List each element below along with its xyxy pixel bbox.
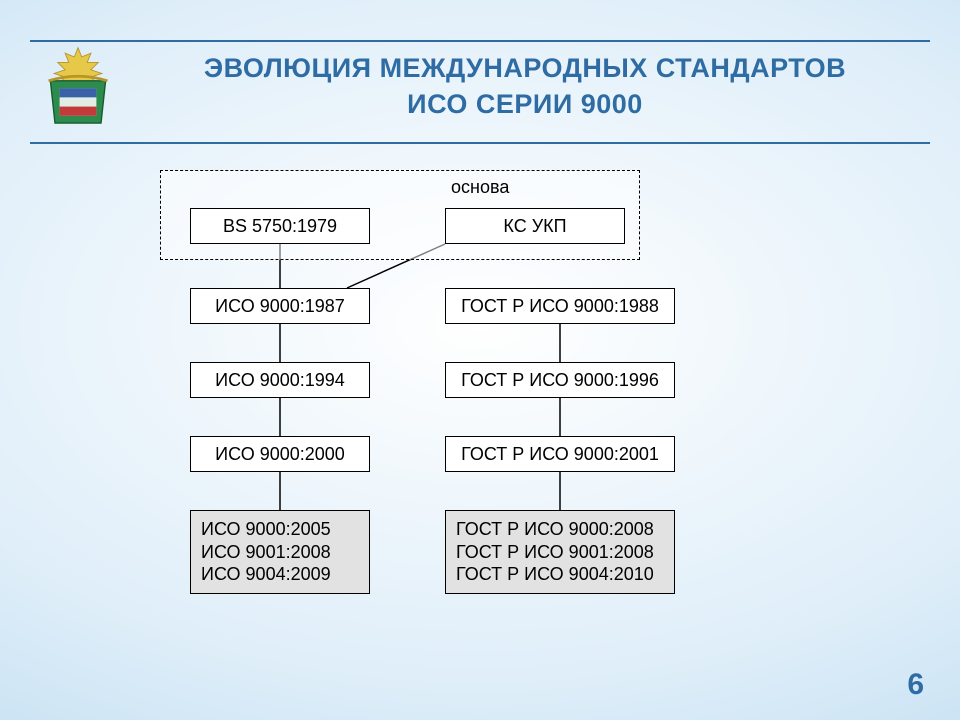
title-line-2: ИСО СЕРИИ 9000 xyxy=(407,89,643,119)
node-text: ГОСТ Р ИСО 9004:2010 xyxy=(456,563,654,586)
node-ksukp: КС УКП xyxy=(445,208,625,244)
node-text: ИСО 9004:2009 xyxy=(201,563,331,586)
node-gost1996: ГОСТ Р ИСО 9000:1996 xyxy=(445,362,675,398)
rule-bottom xyxy=(30,142,930,144)
node-bs5750: BS 5750:1979 xyxy=(190,208,370,244)
node-text: ИСО 9000:1994 xyxy=(215,369,345,392)
node-text: ГОСТ Р ИСО 9000:1996 xyxy=(461,369,659,392)
node-gost2001: ГОСТ Р ИСО 9000:2001 xyxy=(445,436,675,472)
node-gost1988: ГОСТ Р ИСО 9000:1988 xyxy=(445,288,675,324)
slide: ЭВОЛЮЦИЯ МЕЖДУНАРОДНЫХ СТАНДАРТОВ ИСО СЕ… xyxy=(0,0,960,720)
node-iso2000: ИСО 9000:2000 xyxy=(190,436,370,472)
group-basis-label: основа xyxy=(451,177,509,198)
rule-top xyxy=(30,40,930,42)
node-text: ГОСТ Р ИСО 9000:2001 xyxy=(461,443,659,466)
title-line-1: ЭВОЛЮЦИЯ МЕЖДУНАРОДНЫХ СТАНДАРТОВ xyxy=(204,53,846,83)
emblem-icon xyxy=(32,44,124,136)
slide-title: ЭВОЛЮЦИЯ МЕЖДУНАРОДНЫХ СТАНДАРТОВ ИСО СЕ… xyxy=(130,50,920,123)
node-text: ИСО 9000:2005 xyxy=(201,518,331,541)
node-text: ИСО 9001:2008 xyxy=(201,541,331,564)
node-isoMulti: ИСО 9000:2005ИСО 9001:2008ИСО 9004:2009 xyxy=(190,510,370,594)
node-gostMulti: ГОСТ Р ИСО 9000:2008ГОСТ Р ИСО 9001:2008… xyxy=(445,510,675,594)
node-text: ГОСТ Р ИСО 9000:2008 xyxy=(456,518,654,541)
node-iso1987: ИСО 9000:1987 xyxy=(190,288,370,324)
node-text: BS 5750:1979 xyxy=(223,215,337,238)
node-text: ИСО 9000:1987 xyxy=(215,295,345,318)
node-text: КС УКП xyxy=(503,215,566,238)
node-text: ИСО 9000:2000 xyxy=(215,443,345,466)
node-iso1994: ИСО 9000:1994 xyxy=(190,362,370,398)
flowchart: основа BS 5750:1979 КС УКП ИСО 9000:1987 ГОС… xyxy=(150,170,790,650)
page-number: 6 xyxy=(907,668,924,702)
node-text: ГОСТ Р ИСО 9001:2008 xyxy=(456,541,654,564)
node-text: ГОСТ Р ИСО 9000:1988 xyxy=(461,295,659,318)
